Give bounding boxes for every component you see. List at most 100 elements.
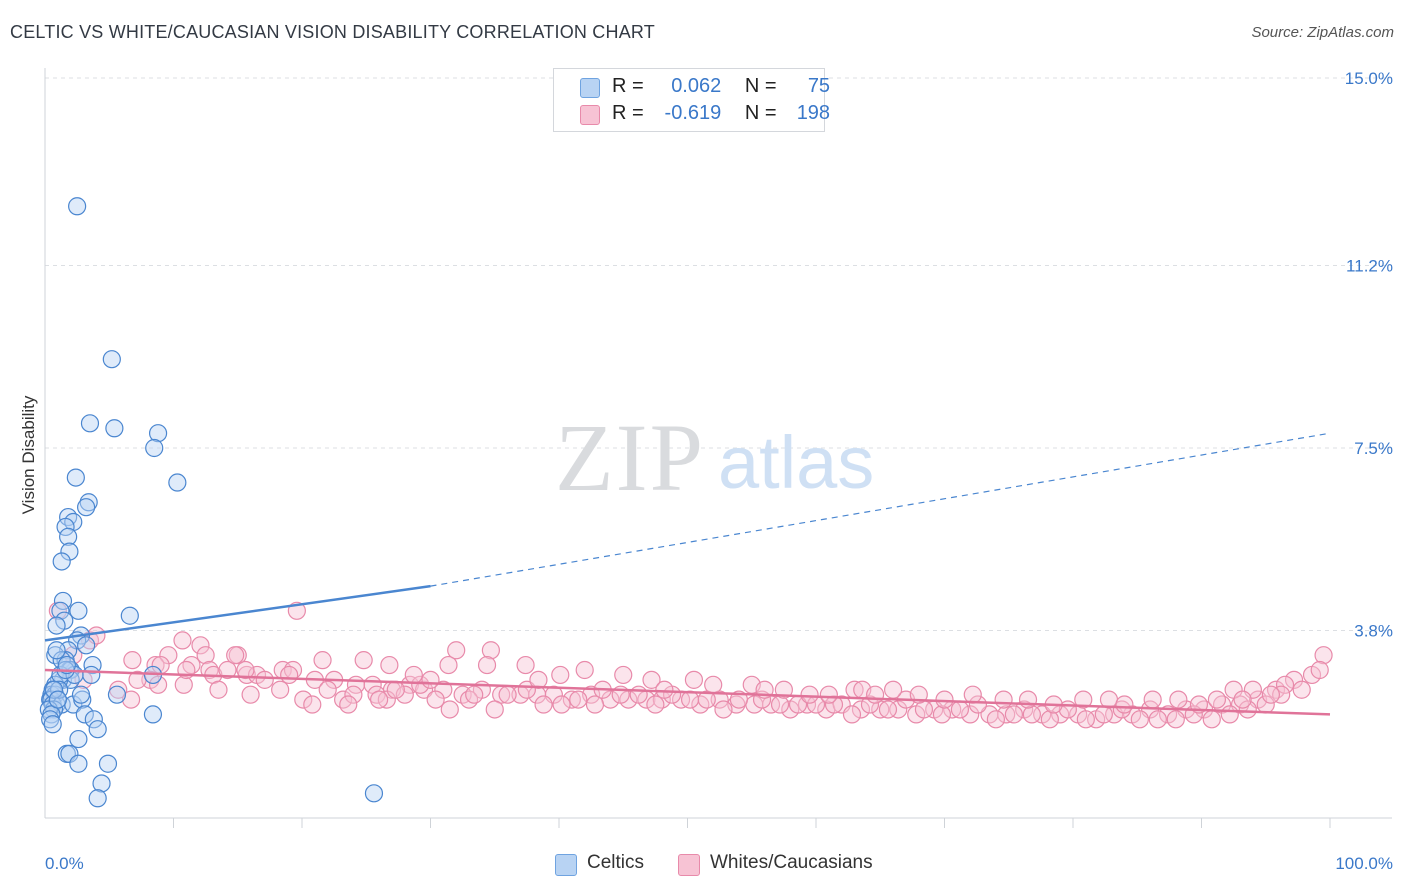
- whites-point: [1143, 690, 1162, 709]
- bottom-legend-label-whites: Whites/Caucasians: [710, 852, 873, 873]
- whites-point: [1284, 670, 1304, 689]
- tick-labels: 3.8% 7.5% 11.2% 15.0% 0.0% 100.0%: [45, 69, 1393, 873]
- celtic-point: [80, 414, 100, 433]
- celtic-point: [69, 601, 88, 620]
- whites-point: [684, 670, 704, 689]
- whites-point: [968, 695, 988, 714]
- source-credit: Source: ZipAtlas.com: [1251, 24, 1394, 41]
- whites-point: [516, 655, 535, 675]
- y-tick-label: 15.0%: [1345, 69, 1393, 88]
- whites-point: [421, 670, 440, 689]
- celtic-point: [51, 601, 70, 620]
- celtic-point: [102, 350, 121, 369]
- y-tick-label: 7.5%: [1354, 439, 1393, 458]
- whites-point: [477, 655, 497, 675]
- celtic-point: [92, 774, 111, 793]
- celtic-point: [50, 680, 69, 699]
- celtic-point: [98, 754, 118, 773]
- whites-point: [209, 680, 228, 699]
- whites-point: [148, 675, 168, 694]
- whites-point: [411, 675, 430, 694]
- whites-point: [1202, 710, 1221, 729]
- celtic-point: [145, 438, 164, 458]
- whites-point: [440, 700, 459, 719]
- whites-point: [800, 685, 819, 704]
- whites-point: [1074, 690, 1093, 709]
- whites-point: [819, 685, 838, 704]
- whites-point: [1112, 700, 1131, 719]
- whites-point: [866, 685, 885, 704]
- celtic-point: [47, 641, 66, 660]
- whites-series: [48, 601, 1333, 729]
- whites-point: [485, 700, 504, 719]
- whites-point: [529, 670, 548, 689]
- celtic-point: [52, 552, 71, 571]
- whites-point: [367, 685, 386, 704]
- whites-point: [842, 705, 862, 724]
- whites-point: [447, 641, 466, 660]
- celtic-point: [83, 655, 102, 675]
- whites-point: [174, 675, 193, 694]
- celtic-point: [77, 498, 96, 517]
- whites-point: [1233, 690, 1252, 709]
- whites-point: [218, 660, 237, 680]
- whites-point: [878, 700, 898, 719]
- whites-point: [642, 670, 661, 689]
- celtics-series: [39, 197, 384, 808]
- celtic-point: [44, 680, 64, 699]
- whites-point: [1292, 680, 1311, 699]
- whites-point: [459, 690, 479, 709]
- whites-point: [889, 700, 908, 719]
- whites-point: [1115, 695, 1134, 714]
- celtic-point: [148, 424, 168, 443]
- whites-point: [1148, 710, 1167, 729]
- whites-point: [123, 651, 142, 670]
- whites-point: [434, 680, 453, 699]
- celtic-point: [44, 700, 64, 719]
- whites-point: [241, 685, 260, 704]
- celtic-point: [120, 606, 139, 625]
- legend-n-value: 198: [796, 102, 831, 124]
- celtic-point: [88, 789, 107, 808]
- whites-point: [370, 690, 389, 709]
- celtic-point: [364, 784, 384, 803]
- legend-r-label: R =: [612, 102, 644, 124]
- whites-point: [1040, 710, 1059, 729]
- whites-point: [950, 700, 970, 719]
- whites-point: [380, 655, 399, 675]
- whites-point: [395, 685, 414, 704]
- bottom-legend-swatch-whites: [678, 854, 700, 876]
- celtic-point: [75, 705, 94, 724]
- celtic-point: [41, 710, 60, 729]
- celtic-point: [47, 616, 66, 635]
- x-tick-label: 100.0%: [1335, 854, 1393, 873]
- legend-n-label: N =: [744, 75, 777, 97]
- whites-point: [121, 690, 141, 709]
- celtics-trend-extension: [430, 432, 1331, 587]
- whites-point: [534, 695, 553, 714]
- grid-lines: [45, 77, 1392, 632]
- whites-point: [646, 695, 665, 714]
- whites-point: [498, 685, 517, 704]
- whites-point: [1018, 690, 1038, 709]
- whites-point: [1266, 680, 1286, 699]
- whites-point: [1220, 705, 1239, 724]
- legend-swatch-whites: [580, 105, 600, 125]
- whites-point: [1272, 685, 1291, 704]
- whites-point: [404, 665, 423, 685]
- celtic-point: [66, 468, 85, 487]
- whites-point: [1261, 685, 1280, 704]
- whites-point: [1130, 710, 1149, 729]
- whites-point: [569, 690, 588, 709]
- whites-point: [226, 646, 245, 665]
- celtic-point: [69, 754, 88, 773]
- trend-lines: [44, 432, 1331, 716]
- whites-point: [851, 700, 871, 719]
- whites-point: [860, 695, 880, 714]
- whites-point: [629, 685, 648, 704]
- celtic-point: [79, 493, 98, 512]
- celtic-point: [69, 729, 88, 749]
- y-axis-label: Vision Disability: [19, 395, 38, 514]
- whites-point: [614, 665, 633, 685]
- celtic-point: [168, 473, 187, 492]
